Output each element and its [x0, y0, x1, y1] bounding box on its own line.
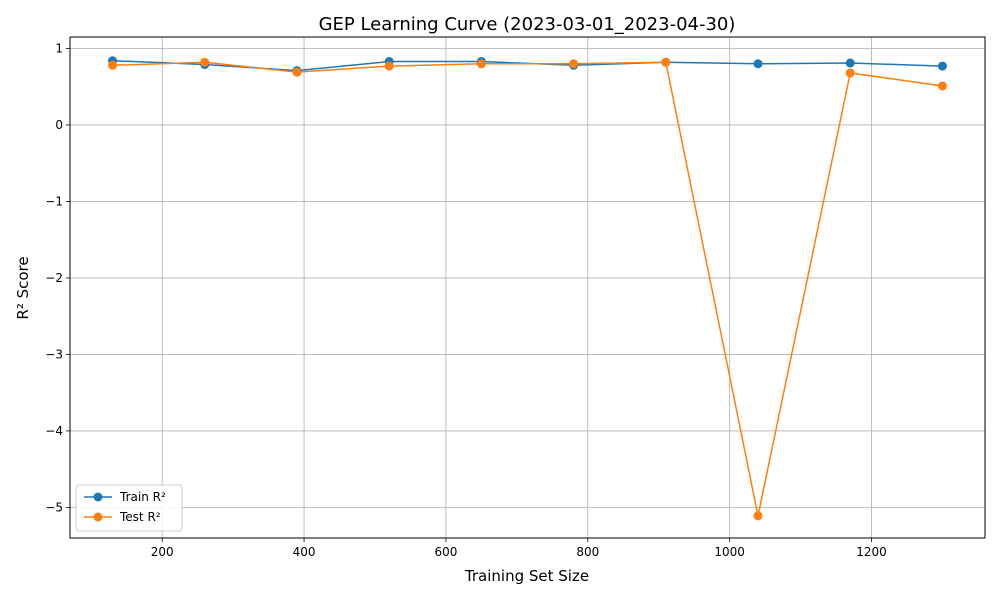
chart-title: GEP Learning Curve (2023-03-01_2023-04-3… — [319, 14, 736, 35]
legend-swatch-marker — [93, 512, 103, 522]
data-point — [845, 58, 855, 68]
series-line — [112, 61, 943, 516]
x-axis: 200 400 600 800 1000 1200 — [151, 538, 887, 559]
data-point — [569, 59, 579, 69]
data-point — [753, 59, 763, 69]
data-point — [661, 57, 671, 67]
legend-swatch-marker — [93, 492, 103, 502]
y-axis-title: R² Score — [14, 256, 32, 319]
x-tick-label: 1200 — [856, 545, 887, 559]
y-tick-label: −5 — [45, 500, 63, 514]
legend: Train R² Test R² — [75, 484, 183, 532]
x-tick-label: 800 — [576, 545, 599, 559]
y-tick-label: 1 — [55, 41, 63, 55]
data-point — [292, 67, 302, 77]
plot-frame — [69, 36, 986, 539]
x-tick-label: 200 — [151, 545, 174, 559]
x-axis-title: Training Set Size — [464, 567, 589, 585]
data-point — [845, 68, 855, 78]
x-tick-label: 1000 — [714, 545, 745, 559]
series-layer — [108, 56, 947, 521]
data-point — [384, 61, 394, 71]
y-tick-label: −2 — [45, 271, 63, 285]
data-point — [937, 81, 947, 91]
data-point — [937, 61, 947, 71]
x-tick-label: 400 — [293, 545, 316, 559]
y-tick-label: −3 — [45, 347, 63, 361]
y-tick-label: 0 — [55, 118, 63, 132]
x-tick-label: 600 — [434, 545, 457, 559]
y-tick-label: −1 — [45, 194, 63, 208]
grid-lines — [70, 37, 985, 538]
y-tick-label: −4 — [45, 424, 63, 438]
data-point — [476, 59, 486, 69]
legend-label: Test R² — [119, 510, 161, 524]
legend-label: Train R² — [119, 490, 166, 504]
data-point — [753, 511, 763, 521]
data-point — [200, 57, 210, 67]
y-axis: 1 0 −1 −2 −3 −4 −5 — [45, 41, 70, 514]
series-test — [108, 57, 947, 521]
data-point — [108, 60, 118, 70]
